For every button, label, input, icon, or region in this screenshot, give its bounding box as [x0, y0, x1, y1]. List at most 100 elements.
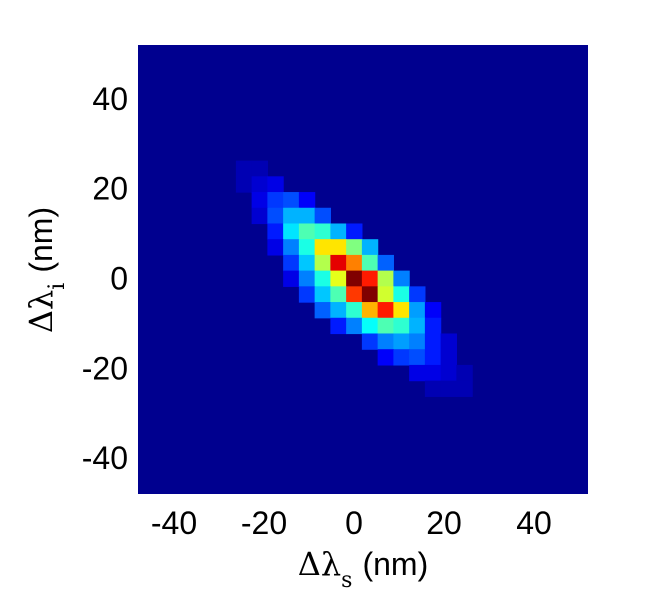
heatmap-cell [267, 207, 284, 225]
heatmap-cell [235, 160, 253, 177]
heatmap-cell [330, 239, 347, 256]
heatmap-cell [330, 223, 347, 240]
y-axis-label: Δλi (nm) [22, 207, 70, 333]
heatmap-cell [409, 302, 426, 319]
heatmap-cell [346, 286, 363, 303]
heatmap-cell [393, 302, 410, 319]
heatmap-cell [298, 286, 316, 303]
heatmap-cell [377, 270, 394, 287]
heatmap-cell [251, 207, 268, 225]
heatmap-cell [298, 207, 316, 225]
heatmap-cell [314, 223, 331, 240]
heatmap-cell [409, 333, 426, 350]
heatmap-cell [251, 192, 268, 209]
y-tick-labels: 40 20 0 -20 -40 [82, 81, 128, 476]
heatmap-cell [424, 333, 442, 350]
y-tick-label: -20 [82, 350, 128, 386]
heatmap-cell [409, 286, 426, 303]
heatmap-cell [251, 176, 268, 193]
x-axis-label-symbol: Δλ [298, 545, 341, 583]
heatmap-cell [361, 239, 379, 256]
x-tick-label: -40 [151, 505, 197, 541]
y-tick-label: 20 [92, 171, 128, 207]
heatmap-cell [393, 286, 410, 303]
heatmap-cells [235, 160, 473, 397]
heatmap-cell [377, 333, 394, 350]
heatmap-cell [377, 254, 394, 272]
heatmap-cell [424, 317, 442, 335]
heatmap-cell [283, 254, 300, 272]
heatmap-cell [314, 286, 331, 303]
heatmap-cell [298, 192, 316, 209]
heatmap-cell [361, 333, 379, 350]
heatmap-cell [393, 349, 410, 366]
heatmap-cell [298, 270, 316, 287]
heatmap-cell [298, 239, 316, 256]
heatmap-cell [424, 380, 442, 397]
heatmap-cell [346, 239, 363, 256]
heatmap-cell [377, 349, 394, 366]
heatmap-cell [361, 317, 379, 335]
y-axis-label-subscript: i [45, 283, 70, 290]
x-axis-label-unit: (nm) [362, 546, 428, 582]
heatmap-cell [330, 270, 347, 287]
heatmap-cell [330, 254, 347, 272]
heatmap-cell [346, 254, 363, 272]
heatmap-cell [440, 380, 457, 397]
x-tick-label: 40 [516, 505, 552, 541]
x-tick-label: 20 [426, 505, 462, 541]
x-tick-label: 0 [345, 505, 363, 541]
heatmap-cell [298, 223, 316, 240]
y-tick-label: 0 [110, 261, 128, 297]
heatmap-cell [314, 254, 331, 272]
y-axis-label-symbol: Δλ [22, 290, 60, 333]
heatmap-cell [393, 333, 410, 350]
heatmap-cell [314, 302, 331, 319]
y-tick-label: 40 [92, 81, 128, 117]
heatmap-cell [314, 270, 331, 287]
heatmap-cell [361, 302, 379, 319]
heatmap-cell [251, 160, 268, 177]
x-tick-labels: -40 -20 0 20 40 [151, 505, 552, 541]
heatmap-cell [267, 192, 284, 209]
heatmap-cell [346, 223, 363, 240]
heatmap-cell [283, 192, 300, 209]
heatmap-cell [377, 302, 394, 319]
heatmap-cell [267, 223, 284, 240]
heatmap-cell [409, 317, 426, 335]
heatmap-cell [424, 349, 442, 366]
heatmap-cell [330, 317, 347, 335]
heatmap-cell [283, 223, 300, 240]
heatmap-cell [361, 254, 379, 272]
heatmap-cell [456, 364, 473, 382]
heatmap-cell [456, 380, 473, 397]
heatmap-cell [377, 286, 394, 303]
x-axis-label: Δλs (nm) [298, 545, 428, 593]
heatmap-cell [424, 364, 442, 382]
heatmap-cell [235, 176, 253, 193]
heatmap-cell [361, 286, 379, 303]
heatmap-cell [377, 317, 394, 335]
heatmap-cell [393, 270, 410, 287]
heatmap-cell [440, 364, 457, 382]
y-tick-label: -40 [82, 440, 128, 476]
heatmap-cell [314, 207, 331, 225]
heatmap-cell [440, 349, 457, 366]
heatmap-cell [346, 270, 363, 287]
heatmap-cell [346, 317, 363, 335]
heatmap-cell [314, 239, 331, 256]
heatmap-cell [424, 302, 442, 319]
y-axis-label-unit: (nm) [23, 207, 59, 273]
heatmap-cell [409, 364, 426, 382]
heatmap-cell [409, 349, 426, 366]
heatmap-cell [267, 239, 284, 256]
x-axis-label-subscript: s [341, 568, 352, 593]
heatmap-cell [283, 239, 300, 256]
x-tick-label: -20 [241, 505, 287, 541]
heatmap-cell [361, 270, 379, 287]
heatmap-cell [330, 302, 347, 319]
heatmap-cell [346, 302, 363, 319]
heatmap-cell [283, 270, 300, 287]
heatmap-cell [330, 286, 347, 303]
